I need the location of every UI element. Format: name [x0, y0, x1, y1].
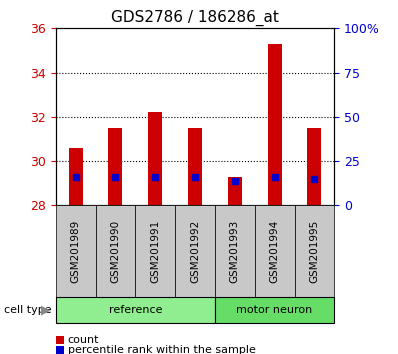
Bar	[148, 112, 162, 205]
Text: cell type: cell type	[4, 305, 52, 315]
Text: GSM201995: GSM201995	[309, 220, 320, 283]
Text: count: count	[68, 335, 99, 345]
Text: GSM201993: GSM201993	[230, 220, 240, 283]
Text: ▶: ▶	[41, 304, 51, 316]
Text: motor neuron: motor neuron	[236, 305, 313, 315]
Text: GSM201994: GSM201994	[269, 220, 280, 283]
Bar	[108, 128, 122, 205]
Text: GSM201991: GSM201991	[150, 220, 160, 283]
Text: GSM201992: GSM201992	[190, 220, 200, 283]
Text: percentile rank within the sample: percentile rank within the sample	[68, 345, 256, 354]
Bar	[267, 44, 281, 205]
Text: GSM201990: GSM201990	[110, 220, 121, 283]
Bar	[69, 148, 83, 205]
Bar	[228, 177, 242, 205]
Bar	[188, 128, 202, 205]
Text: GSM201989: GSM201989	[70, 220, 81, 283]
Title: GDS2786 / 186286_at: GDS2786 / 186286_at	[111, 9, 279, 25]
Text: reference: reference	[109, 305, 162, 315]
Bar	[307, 128, 321, 205]
